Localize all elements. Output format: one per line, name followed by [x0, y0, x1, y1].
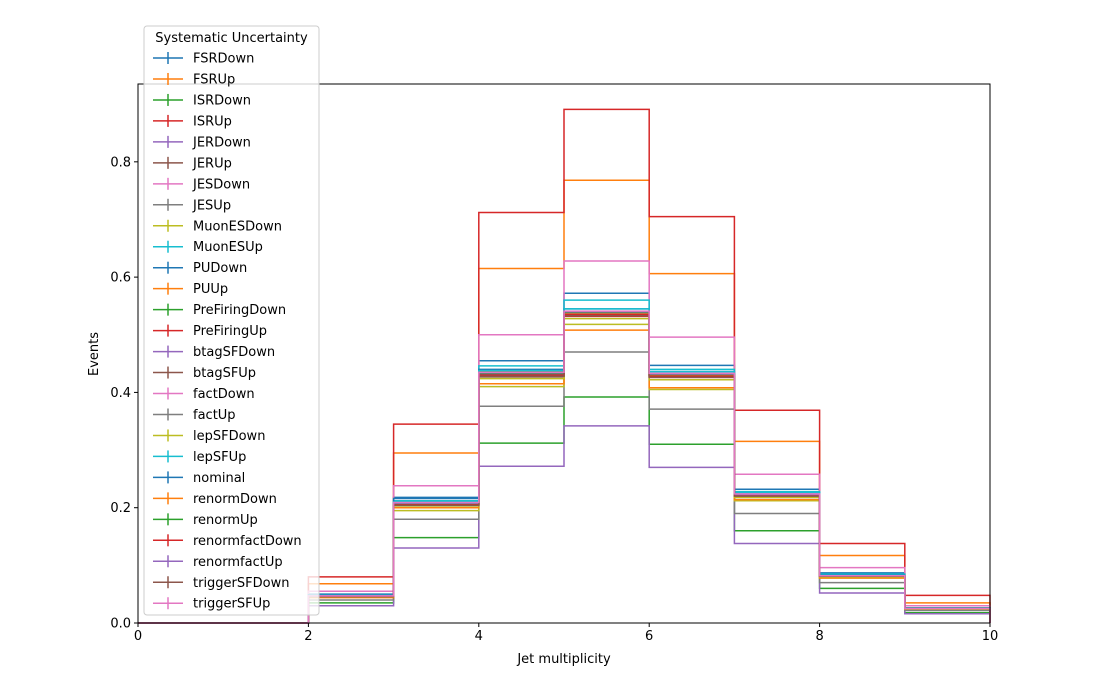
legend-label: renormfactUp: [193, 555, 283, 570]
legend-label: FSRDown: [193, 52, 254, 67]
legend-label: factDown: [193, 387, 255, 402]
legend-label: lepSFDown: [193, 429, 265, 444]
legend-label: PreFiringUp: [193, 324, 267, 339]
legend-entry-fsrup: FSRUp: [153, 72, 235, 87]
legend-entry-renormup: renormUp: [153, 513, 258, 528]
y-axis-label: Events: [87, 332, 102, 376]
legend-entry-renormfactup: renormfactUp: [153, 555, 283, 570]
x-tick-label: 6: [645, 629, 653, 644]
x-tick-label: 2: [304, 629, 312, 644]
legend-label: renormfactDown: [193, 534, 302, 549]
x-axis-label: Jet multiplicity: [516, 652, 611, 667]
legend-label: ISRUp: [193, 114, 232, 129]
y-tick-label: 0.8: [110, 155, 131, 170]
series-layer: [138, 108, 991, 624]
legend-entry-jerdown: JERDown: [153, 135, 251, 150]
series-line-isrdown: [138, 396, 991, 624]
legend-items: FSRDown FSRUp ISRDown ISRUp JERDown JERUp JESD…: [153, 52, 302, 612]
legend-entry-triggersfup: triggerSFUp: [153, 597, 270, 612]
legend-entry-muonesup: MuonESUp: [153, 240, 263, 255]
x-axis: 0 2 4 6 8 10: [134, 623, 998, 644]
legend-label: PUDown: [193, 261, 247, 276]
legend-entry-isrdown: ISRDown: [153, 93, 251, 108]
legend-entry-factdown: factDown: [153, 387, 255, 402]
legend-label: PUUp: [193, 282, 228, 297]
legend-entry-pudown: PUDown: [153, 261, 247, 276]
legend-entry-prefiringup: PreFiringUp: [153, 324, 267, 339]
legend-entry-renormfactdown: renormfactDown: [153, 534, 302, 549]
legend-entry-factup: factUp: [153, 408, 236, 423]
legend-label: renormDown: [193, 492, 277, 507]
legend-label: FSRUp: [193, 72, 235, 87]
x-tick-label: 0: [134, 629, 142, 644]
legend: Systematic Uncertainty FSRDown FSRUp ISRDo…: [143, 25, 320, 616]
legend-label: PreFiringDown: [193, 303, 286, 318]
legend-box: [143, 25, 320, 616]
y-tick-label: 0.4: [110, 386, 131, 401]
y-axis: 0.0 0.2 0.4 0.6 0.8: [110, 155, 138, 632]
legend-label: triggerSFDown: [193, 576, 289, 591]
legend-label: JERDown: [192, 135, 251, 150]
x-tick-label: 10: [982, 629, 999, 644]
legend-entry-triggersfdown: triggerSFDown: [153, 576, 289, 591]
legend-entry-isrup: ISRUp: [153, 114, 232, 129]
series-line-fsrup: [138, 179, 991, 624]
legend-entry-fsrdown: FSRDown: [153, 52, 254, 67]
legend-entry-prefiringdown: PreFiringDown: [153, 303, 286, 318]
legend-title: Systematic Uncertainty: [155, 31, 308, 46]
legend-entry-nominal: nominal: [153, 471, 245, 486]
legend-label: btagSFDown: [193, 345, 275, 360]
legend-label: lepSFUp: [193, 450, 246, 465]
series-line-triggersfup: [138, 310, 991, 624]
y-tick-label: 0.6: [110, 271, 131, 286]
legend-entry-puup: PUUp: [153, 282, 228, 297]
legend-entry-renormdown: renormDown: [153, 492, 277, 507]
x-tick-label: 4: [475, 629, 483, 644]
legend-label: renormUp: [193, 513, 258, 528]
legend-label: JESUp: [192, 198, 231, 213]
legend-entry-muonesdown: MuonESDown: [153, 219, 282, 234]
series-line-isrup: [138, 108, 991, 624]
legend-label: nominal: [193, 471, 245, 486]
plot-frame: [137, 83, 991, 624]
legend-label: MuonESUp: [193, 240, 263, 255]
series-line-jesup: [138, 351, 991, 624]
legend-label: JERUp: [192, 156, 232, 171]
series-line-jerdown: [138, 425, 991, 624]
legend-entry-lepsfup: lepSFUp: [153, 450, 246, 465]
legend-label: ISRDown: [193, 93, 251, 108]
legend-label: MuonESDown: [193, 219, 282, 234]
legend-entry-lepsfdown: lepSFDown: [153, 429, 265, 444]
x-tick-label: 8: [815, 629, 823, 644]
legend-entry-jerup: JERUp: [153, 156, 232, 171]
series-line-jesdown: [138, 260, 991, 624]
legend-entry-jesdown: JESDown: [153, 177, 250, 192]
legend-entry-jesup: JESUp: [153, 198, 231, 213]
legend-entry-btagsfdown: btagSFDown: [153, 345, 275, 360]
legend-label: JESDown: [192, 177, 250, 192]
legend-label: btagSFUp: [193, 366, 256, 381]
legend-label: factUp: [193, 408, 236, 423]
legend-entry-btagsfup: btagSFUp: [153, 366, 256, 381]
y-tick-label: 0.0: [110, 617, 131, 632]
legend-label: triggerSFUp: [193, 597, 270, 612]
y-tick-label: 0.2: [110, 501, 131, 516]
